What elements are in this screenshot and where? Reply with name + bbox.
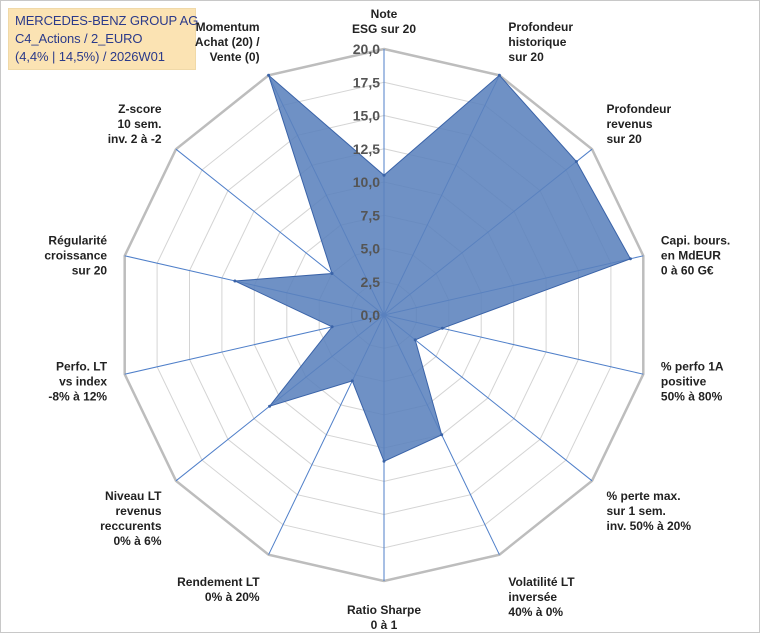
category-label-9: Niveau LT revenus reccurents 0% à 6% xyxy=(100,489,162,548)
data-point-1 xyxy=(497,73,501,77)
category-label-11: Régularité croissance sur 20 xyxy=(44,234,107,278)
category-label-5: % perte max. sur 1 sem. inv. 50% à 20% xyxy=(607,489,692,533)
tick-label-0: 0,0 xyxy=(361,307,381,323)
data-point-13 xyxy=(267,73,271,77)
data-point-5 xyxy=(413,338,417,342)
category-label-3: Capi. bours. en MdEUR 0 à 60 G€ xyxy=(661,234,730,278)
category-label-13: Momentum Achat (20) / Vente (0) xyxy=(195,20,260,64)
category-label-8: Rendement LT 0% à 20% xyxy=(177,575,260,604)
tick-label-5: 12,5 xyxy=(353,141,380,157)
data-point-2 xyxy=(574,160,578,164)
data-point-3 xyxy=(628,257,632,261)
category-label-7: Ratio Sharpe 0 à 1 xyxy=(347,603,421,632)
data-point-4 xyxy=(440,326,444,330)
category-label-0: Note ESG sur 20 xyxy=(352,7,416,36)
data-point-10 xyxy=(330,325,334,329)
tick-label-4: 10,0 xyxy=(353,174,380,190)
category-label-6: Volatilité LT inversée 40% à 0% xyxy=(508,575,575,619)
data-point-8 xyxy=(350,379,354,383)
tick-label-6: 15,0 xyxy=(353,108,380,124)
data-point-9 xyxy=(268,404,272,408)
data-point-6 xyxy=(440,433,444,437)
tick-label-2: 5,0 xyxy=(361,241,381,257)
data-point-11 xyxy=(233,279,237,283)
data-point-7 xyxy=(382,459,386,463)
data-point-0 xyxy=(382,173,386,177)
tick-label-1: 2,5 xyxy=(361,274,381,290)
title-category: C4_Actions / 2_EURO xyxy=(15,31,143,46)
tick-label-7: 17,5 xyxy=(353,74,380,90)
title-company: MERCEDES-BENZ GROUP AG xyxy=(15,13,199,28)
data-point-12 xyxy=(330,272,334,275)
category-label-2: Profondeur revenus sur 20 xyxy=(607,102,672,146)
chart-title-box: MERCEDES-BENZ GROUP AG C4_Actions / 2_EU… xyxy=(8,8,199,70)
tick-label-3: 7,5 xyxy=(361,207,381,223)
spoke-5 xyxy=(383,314,593,482)
category-label-10: Perfo. LT vs index -8% à 12% xyxy=(48,359,107,403)
category-label-4: % perfo 1A positive 50% à 80% xyxy=(661,359,724,403)
category-label-1: Profondeur historique sur 20 xyxy=(508,20,573,64)
tick-label-8: 20,0 xyxy=(353,41,380,57)
title-period: (4,4% | 14,5%) / 2026W01 xyxy=(15,49,165,64)
category-label-12: Z-score 10 sem. inv. 2 à -2 xyxy=(108,102,162,146)
